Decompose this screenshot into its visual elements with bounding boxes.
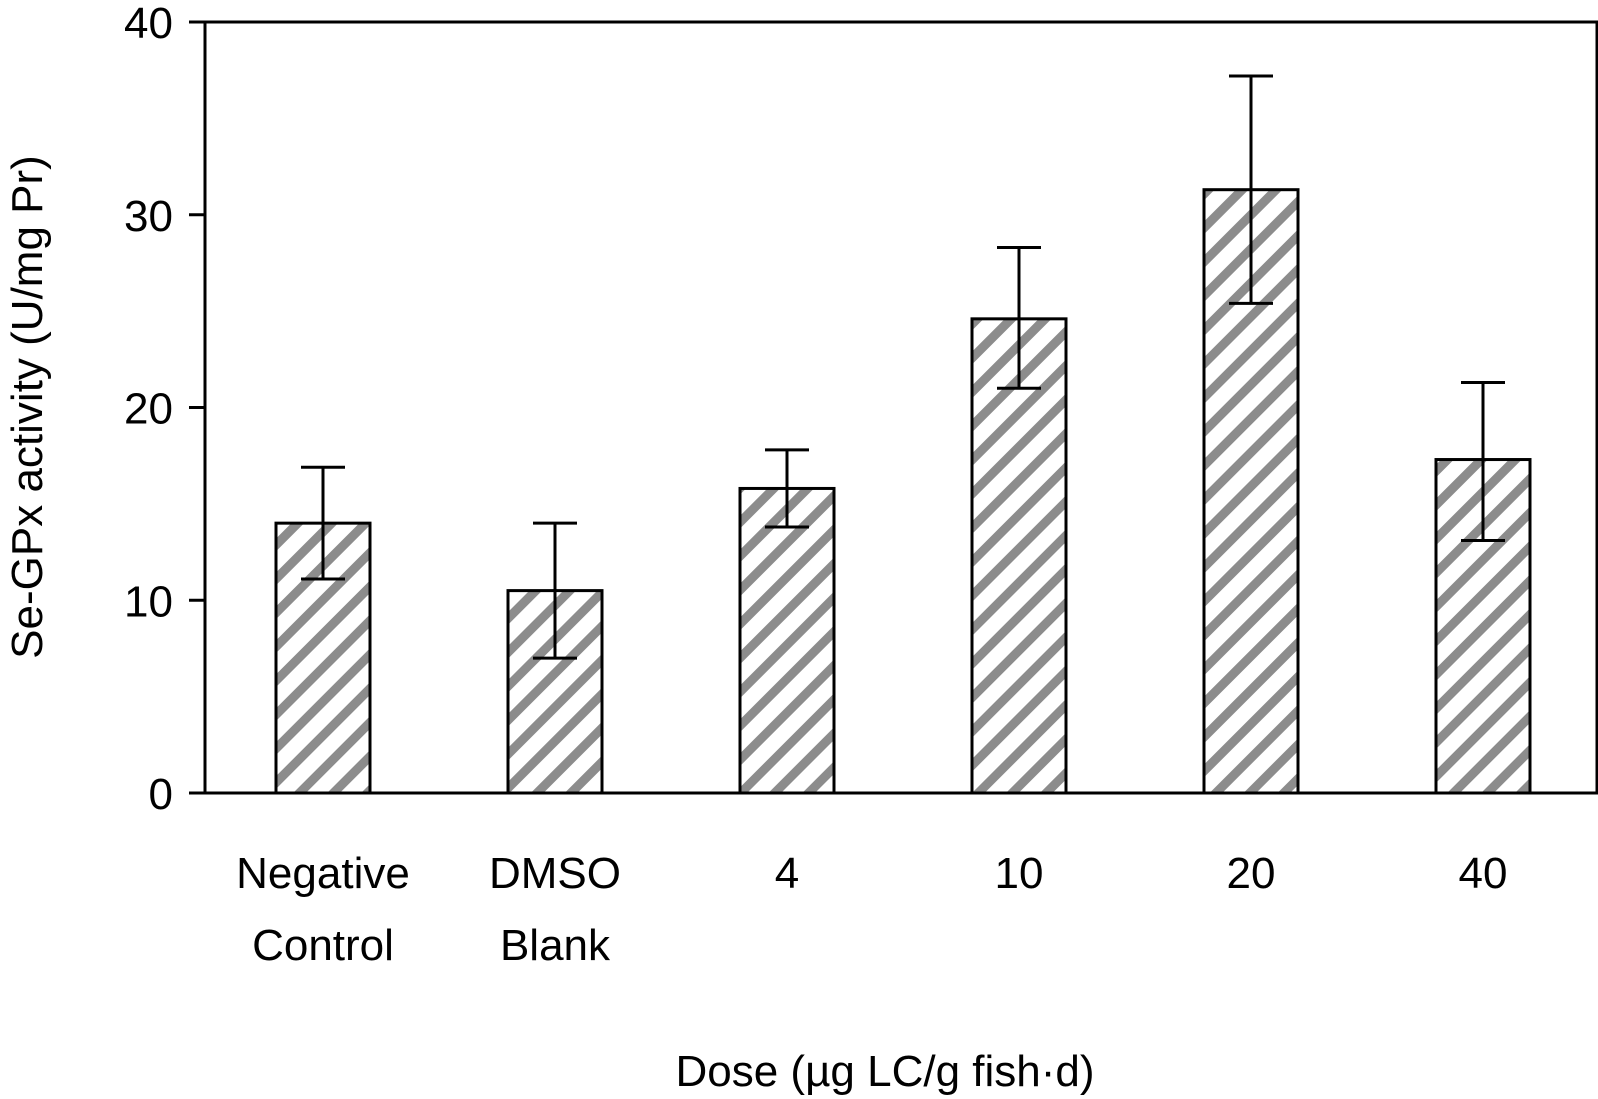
x-tick-label-5: 40 <box>1459 849 1508 898</box>
plot-area-frame <box>203 20 1598 795</box>
y-tick-label-3: 30 <box>124 192 173 241</box>
x-tick-label-1-line-0: DMSO <box>489 849 621 898</box>
x-tick-label-1-line-1: Blank <box>500 921 611 970</box>
bar-5 <box>1434 458 1532 795</box>
x-tick-label-0-line-1: Control <box>252 921 394 970</box>
y-tick-label-4: 40 <box>124 0 173 48</box>
error-bar-2 <box>765 448 809 529</box>
x-tick-label-2: 4 <box>775 849 799 898</box>
error-bar-4 <box>1229 74 1273 305</box>
error-bar-3 <box>997 246 1041 390</box>
x-tick-label-3: 10 <box>995 849 1044 898</box>
error-bar-5 <box>1461 380 1505 542</box>
bar-2 <box>738 486 836 795</box>
x-tick-label-4: 20 <box>1227 849 1276 898</box>
y-axis-label: Se-GPx activity (U/mg Pr) <box>3 155 52 659</box>
bar-3 <box>970 317 1068 795</box>
y-tick-label-1: 10 <box>124 577 173 626</box>
x-axis-label: Dose (µg LC/g fish·d) <box>675 1047 1094 1096</box>
y-tick-label-2: 20 <box>124 385 173 434</box>
error-bar-1 <box>533 521 577 660</box>
error-bar-0 <box>301 465 345 581</box>
y-tick-label-0: 0 <box>149 770 173 819</box>
x-tick-label-0-line-0: Negative <box>236 849 410 898</box>
